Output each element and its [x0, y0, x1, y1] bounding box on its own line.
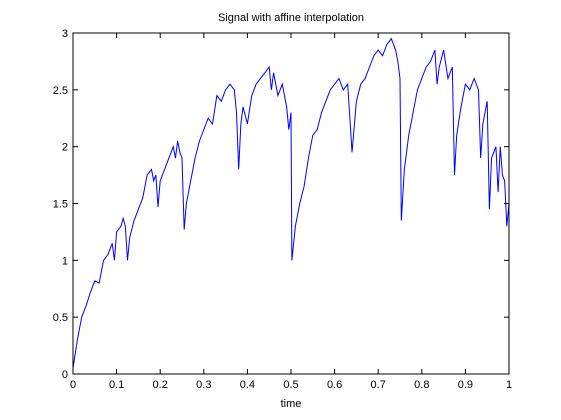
y-tick-label: 3	[62, 28, 68, 40]
signal-line	[72, 37, 510, 369]
y-tick-label: 0	[62, 369, 68, 381]
x-tick-label: 0.6	[327, 379, 342, 391]
y-tick-label: 2.5	[53, 85, 68, 97]
x-tick-label: 0.9	[458, 379, 473, 391]
x-tick-label: 0.7	[371, 379, 386, 391]
x-tick-label: 1	[506, 379, 512, 391]
x-axis-label: time	[281, 398, 302, 410]
x-tick-label: 0.2	[153, 379, 168, 391]
y-tick-label: 1.5	[53, 199, 68, 211]
y-tick-label: 0.5	[53, 312, 68, 324]
x-tick-label: 0.5	[283, 379, 298, 391]
y-tick-label: 2	[62, 142, 68, 154]
x-tick-label: 0.1	[109, 379, 124, 391]
x-tick-label: 0.3	[196, 379, 211, 391]
chart-title: Signal with affine interpolation	[218, 12, 364, 24]
x-tick-label: 0	[70, 379, 76, 391]
y-tick-label: 1	[62, 255, 68, 267]
x-tick-label: 0.4	[240, 379, 255, 391]
x-tick-label: 0.8	[414, 379, 429, 391]
plot-area	[73, 33, 509, 374]
